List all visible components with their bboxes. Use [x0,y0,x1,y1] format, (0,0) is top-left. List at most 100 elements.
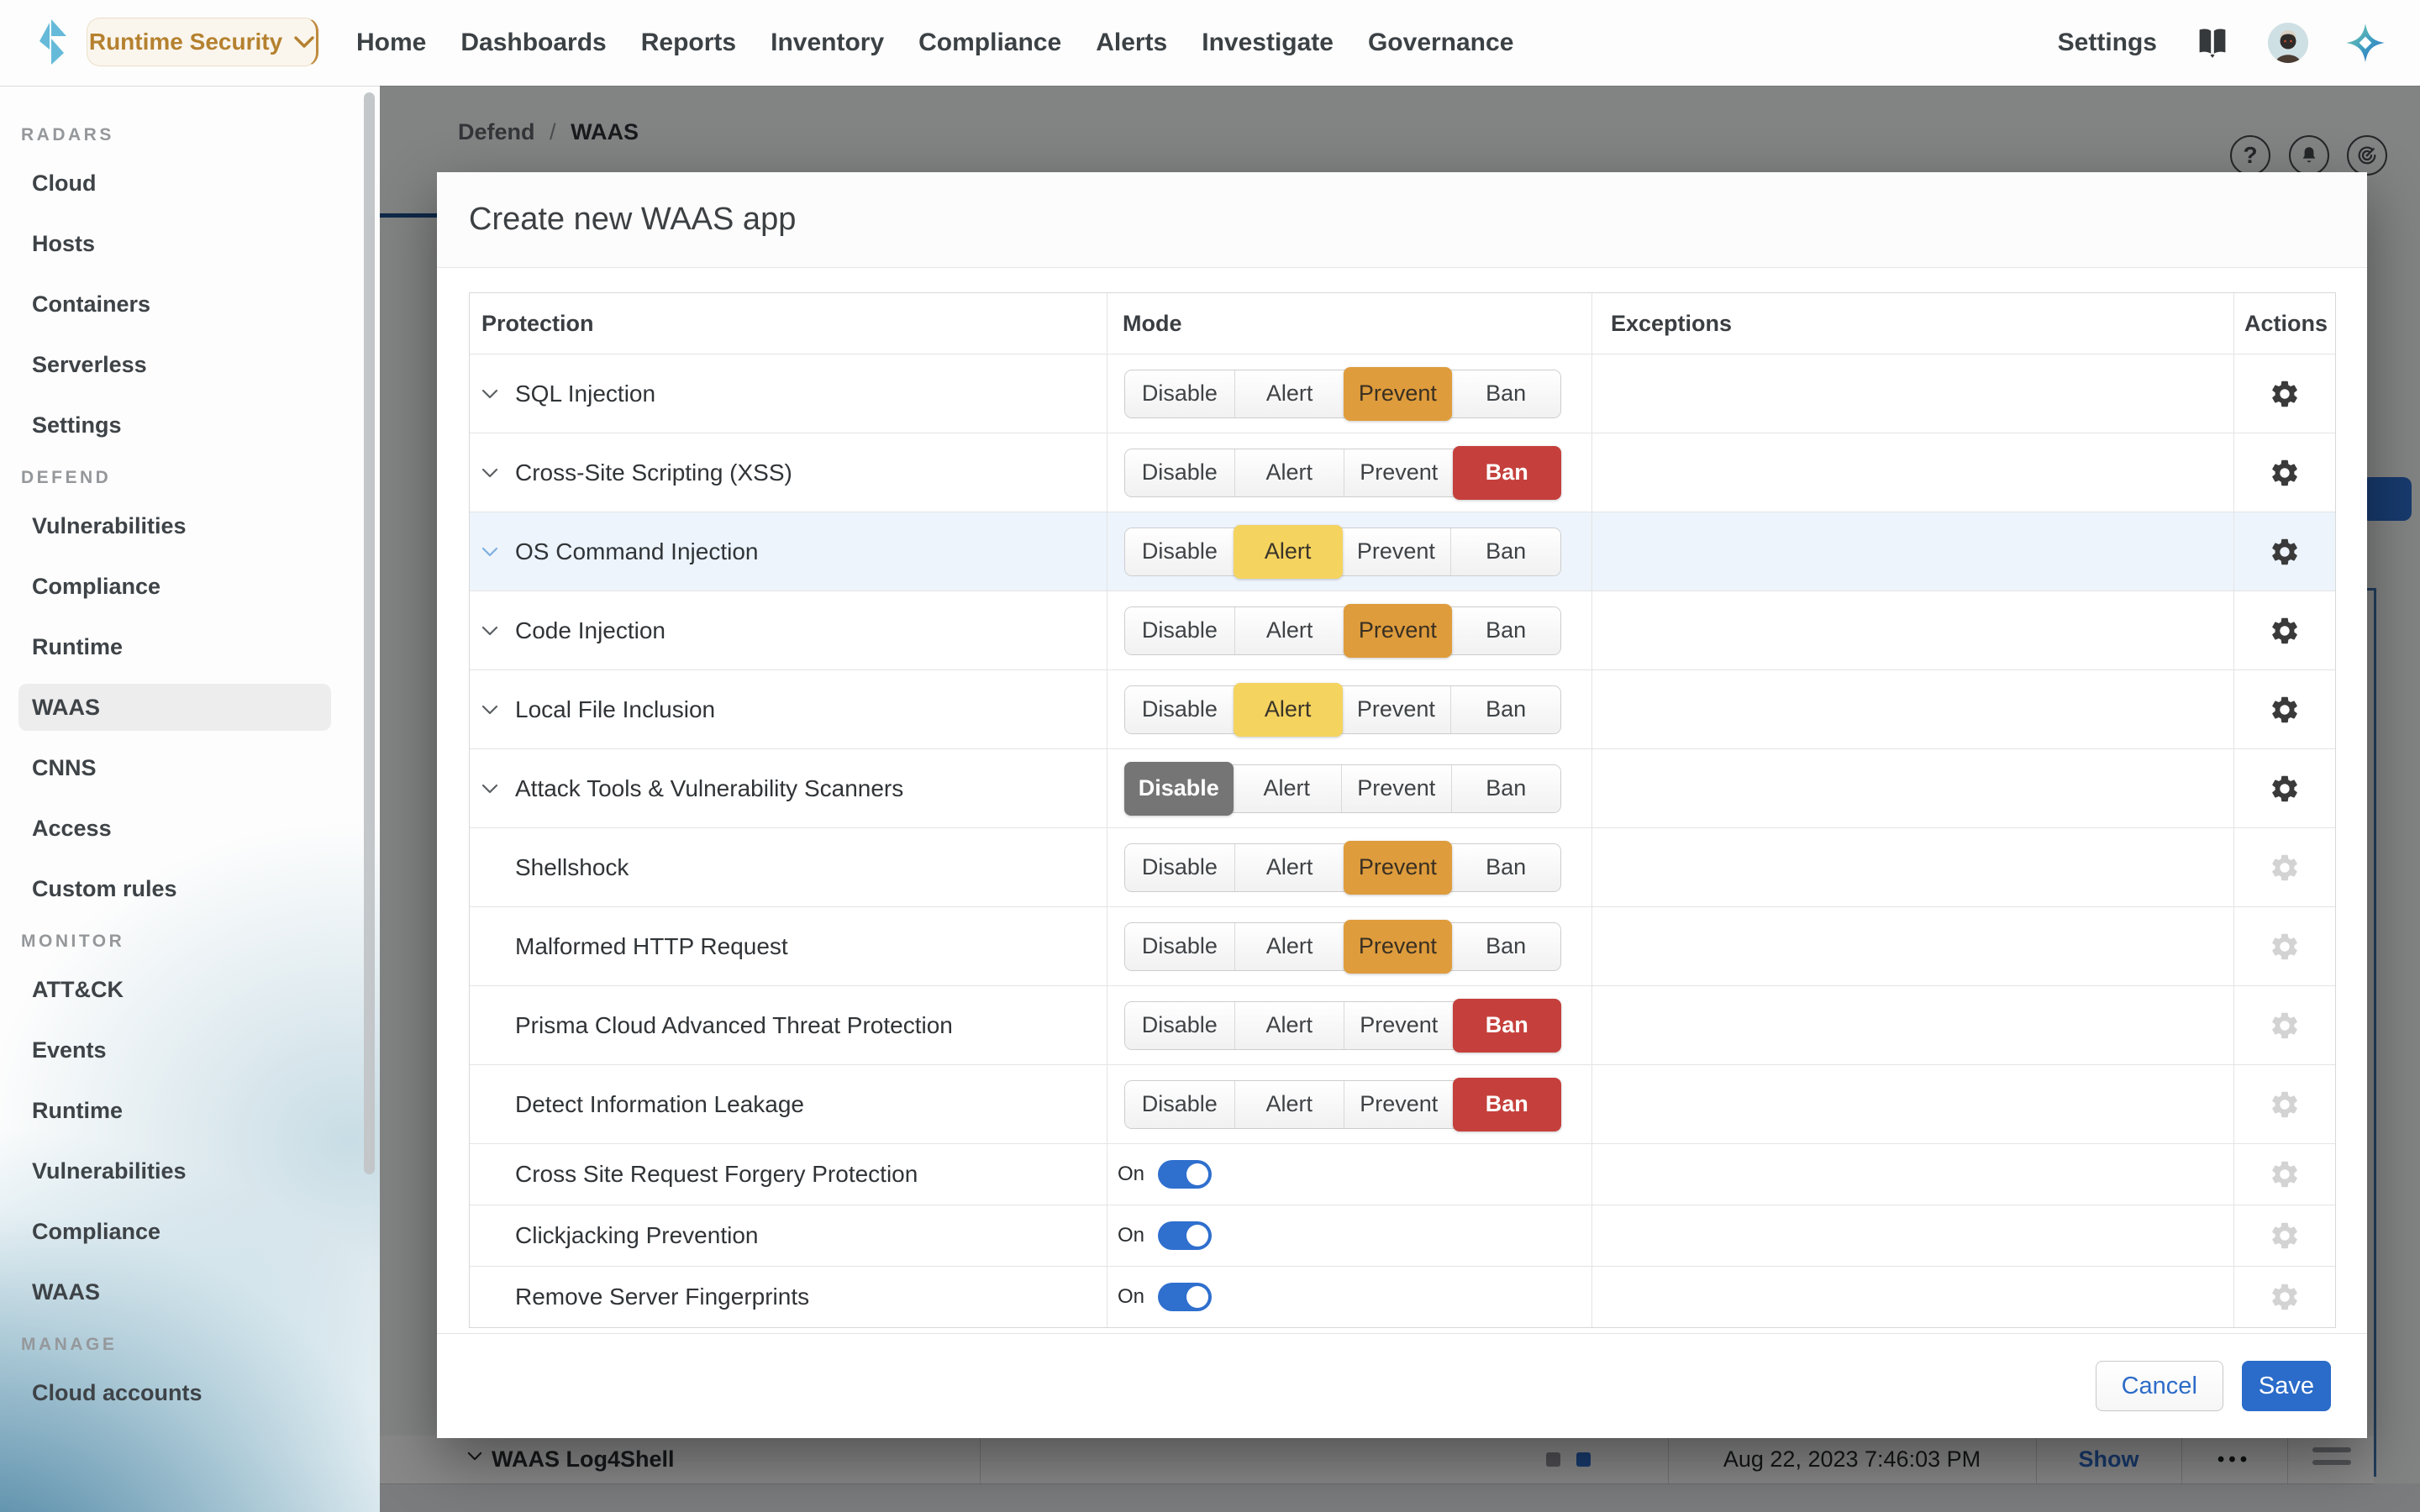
runtime-security-logo-icon[interactable] [39,18,67,72]
settings-link[interactable]: Settings [2057,29,2157,56]
nav-item-home[interactable]: Home [356,29,427,56]
sidebar-item-cnns[interactable]: CNNS [32,754,97,780]
chevron-down-icon[interactable] [481,705,498,715]
mode-disable-button[interactable]: Disable [1125,922,1234,970]
nav-item-dashboards[interactable]: Dashboards [460,29,607,56]
sidebar-item-waas[interactable]: WAAS [32,1278,100,1305]
sidebar-item-custom-rules[interactable]: Custom rules [32,875,177,901]
sidebar-item-hosts[interactable]: Hosts [32,230,96,256]
nav-item-alerts[interactable]: Alerts [1096,29,1168,56]
mode-ban-button[interactable]: Ban [1452,445,1561,500]
user-avatar[interactable] [2268,23,2308,63]
sidebar-item-vulnerabilities[interactable]: Vulnerabilities [32,512,187,538]
table-body: SQL Injection Disable Alert Prevent Ban Cross… [470,354,2335,1327]
nav-item-compliance[interactable]: Compliance [918,29,1062,56]
chevron-down-icon[interactable] [481,784,498,794]
mode-disable-button[interactable]: Disable [1125,685,1234,733]
mode-alert-button[interactable]: Alert [1234,606,1344,654]
gear-icon[interactable] [2269,694,2301,726]
mode-ban-button[interactable]: Ban [1452,998,1561,1053]
toggle-on[interactable] [1158,1160,1213,1189]
chevron-down-icon[interactable] [481,547,498,557]
mode-disable-button[interactable]: Disable [1125,606,1234,654]
mode-alert-button[interactable]: Alert [1232,764,1341,812]
chevron-down-icon[interactable] [481,389,498,399]
sidebar-item-events[interactable]: Events [32,1037,107,1063]
cancel-button[interactable]: Cancel [2095,1361,2223,1411]
mode-prevent-button[interactable]: Prevent [1343,366,1453,421]
sidebar-item-containers[interactable]: Containers [32,291,151,317]
mode-ban-button[interactable]: Ban [1451,370,1560,417]
sidebar-item-vulnerabilities[interactable]: Vulnerabilities [32,1158,187,1184]
mode-disable-button[interactable]: Disable [1124,761,1234,816]
sidebar-item-serverless[interactable]: Serverless [32,351,147,377]
mode-alert-button[interactable]: Alert [1233,524,1343,579]
mode-prevent-button[interactable]: Prevent [1343,603,1453,658]
mode-prevent-button[interactable]: Prevent [1343,919,1453,974]
mode-prevent-button[interactable]: Prevent [1341,764,1451,812]
mode-disable-button[interactable]: Disable [1125,1001,1234,1049]
toggle-on[interactable] [1158,1283,1213,1311]
actions-cell [2233,907,2335,985]
mode-ban-button[interactable]: Ban [1452,1077,1561,1131]
mode-prevent-button[interactable]: Prevent [1341,685,1451,733]
mode-prevent-button[interactable]: Prevent [1343,840,1453,895]
mode-alert-button[interactable]: Alert [1234,1080,1344,1128]
sidebar-item-compliance[interactable]: Compliance [32,573,161,599]
status-square-blue [1576,1452,1591,1467]
toggle-on[interactable] [1158,1221,1213,1250]
create-waas-app-modal: Create new WAAS app Protection Mode Exce… [437,172,2367,1438]
gear-icon[interactable] [2269,615,2301,647]
sidebar-item-access[interactable]: Access [32,815,112,841]
gear-icon[interactable] [2269,536,2301,568]
exceptions-cell [1591,1065,2233,1143]
sidebar-item-att-ck[interactable]: ATT&CK [32,976,124,1002]
mode-ban-button[interactable]: Ban [1450,764,1560,812]
nav-item-reports[interactable]: Reports [640,29,737,56]
toggle-knob [1186,1286,1209,1308]
nav-item-investigate[interactable]: Investigate [1202,29,1334,56]
nav-item-governance[interactable]: Governance [1367,29,1514,56]
sidebar-item-runtime[interactable]: Runtime [32,1097,123,1123]
gear-icon[interactable] [2269,457,2301,489]
sidebar-scrollbar[interactable] [364,92,375,1174]
mode-disable-button[interactable]: Disable [1125,1080,1234,1128]
mode-alert-button[interactable]: Alert [1233,682,1343,737]
mode-alert-button[interactable]: Alert [1234,1001,1344,1049]
mode-ban-button[interactable]: Ban [1450,685,1560,733]
modal-header: Create new WAAS app [437,172,2367,268]
sidebar-item-waas[interactable]: WAAS [0,677,380,738]
mode-ban-button[interactable]: Ban [1451,922,1560,970]
protection-row: Local File Inclusion Disable Alert Prevent B… [470,669,2335,748]
mode-alert-button[interactable]: Alert [1234,922,1344,970]
mode-alert-button[interactable]: Alert [1234,449,1344,496]
mode-prevent-button[interactable]: Prevent [1344,449,1454,496]
sidebar-item-runtime[interactable]: Runtime [32,633,123,659]
sidebar-item-cloud[interactable]: Cloud [32,170,97,196]
mode-ban-button[interactable]: Ban [1450,528,1560,575]
open-book-icon[interactable] [2194,27,2231,59]
chevron-down-icon[interactable] [481,468,498,478]
sidebar-item-settings[interactable]: Settings [32,412,122,438]
nav-item-inventory[interactable]: Inventory [771,29,885,56]
prisma-cloud-logo[interactable] [2345,23,2386,63]
mode-prevent-button[interactable]: Prevent [1344,1001,1454,1049]
mode-prevent-button[interactable]: Prevent [1344,1080,1454,1128]
save-button[interactable]: Save [2241,1361,2331,1411]
mode-disable-button[interactable]: Disable [1125,449,1234,496]
chevron-down-icon[interactable] [481,626,498,636]
gear-icon[interactable] [2269,773,2301,805]
mode-ban-button[interactable]: Ban [1451,843,1560,891]
mode-disable-button[interactable]: Disable [1125,370,1234,417]
product-switcher-button[interactable]: Runtime Security [87,18,318,66]
sidebar-item-compliance[interactable]: Compliance [32,1218,161,1244]
gear-icon[interactable] [2269,378,2301,410]
sidebar-item-cloud-accounts[interactable]: Cloud accounts [32,1379,203,1405]
mode-alert-button[interactable]: Alert [1234,370,1344,417]
mode-ban-button[interactable]: Ban [1451,606,1560,654]
gear-icon [2269,1220,2301,1252]
mode-alert-button[interactable]: Alert [1234,843,1344,891]
mode-disable-button[interactable]: Disable [1125,528,1234,575]
mode-prevent-button[interactable]: Prevent [1341,528,1451,575]
mode-disable-button[interactable]: Disable [1125,843,1234,891]
